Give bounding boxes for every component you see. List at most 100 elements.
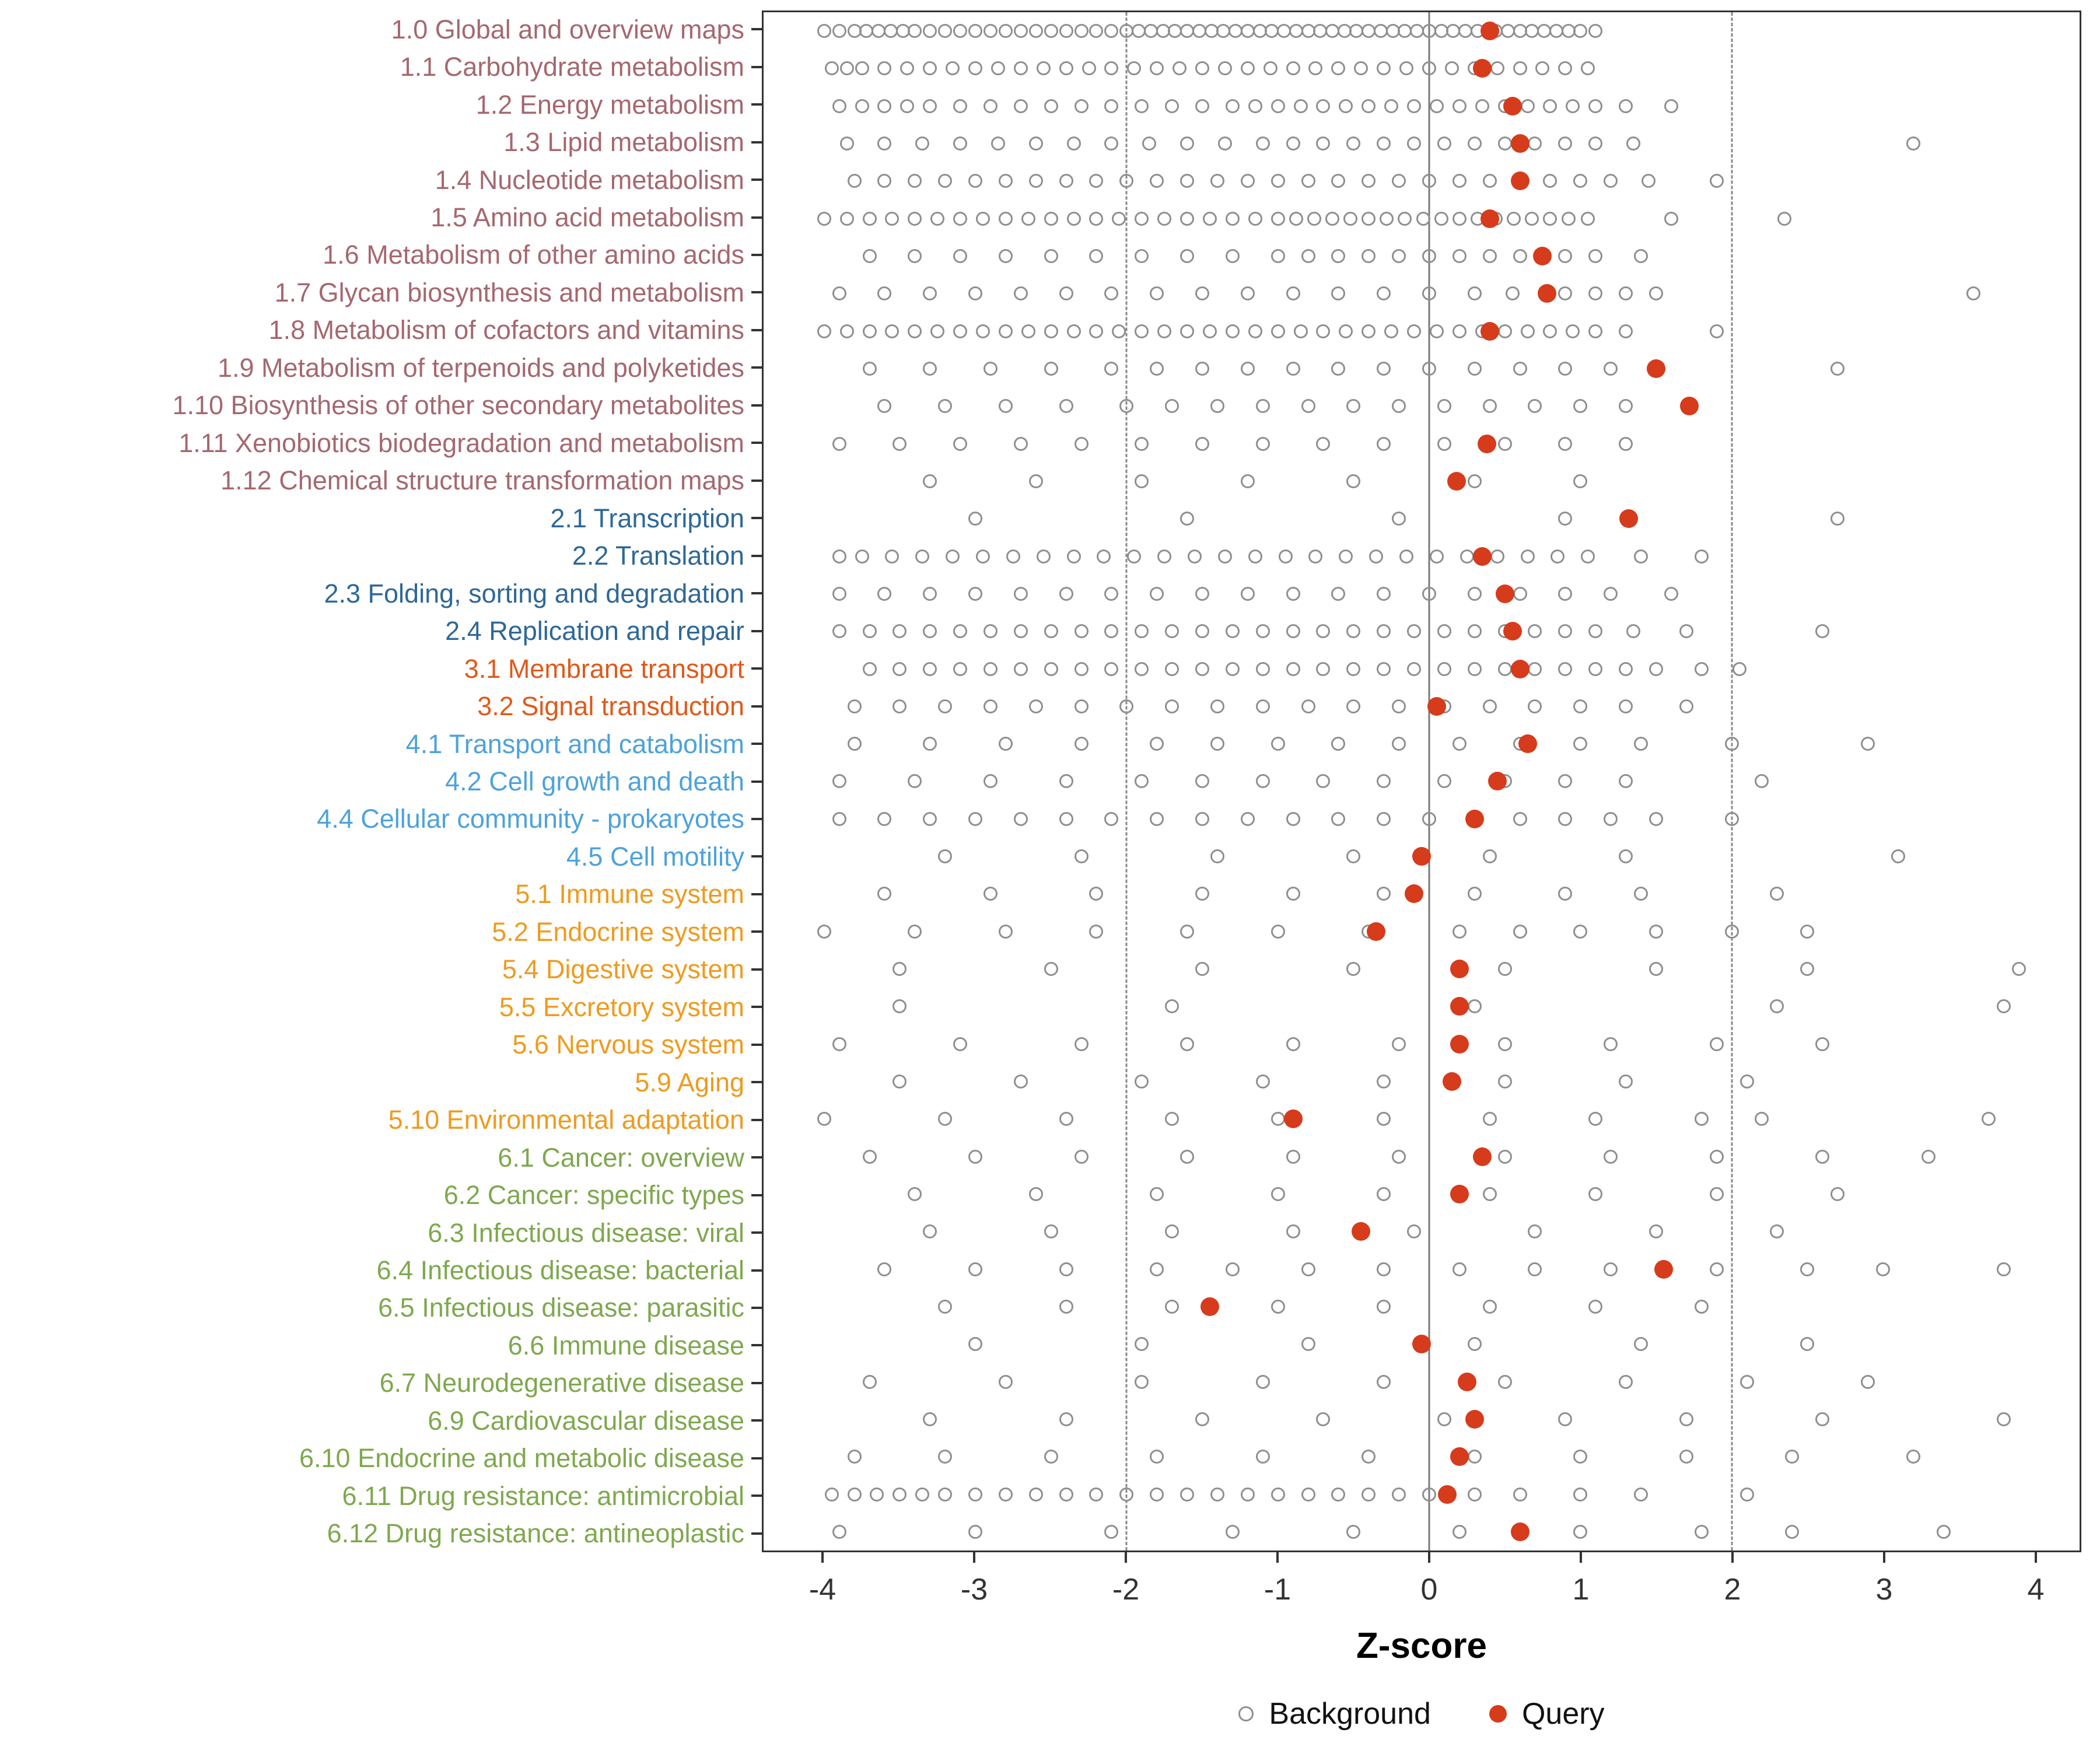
background-point [1059, 774, 1073, 789]
background-point [1482, 699, 1497, 713]
background-point [1377, 811, 1391, 826]
background-point [862, 1149, 877, 1164]
background-point [862, 362, 877, 376]
background-point [1059, 399, 1073, 414]
background-point [923, 99, 937, 113]
background-point [1875, 1262, 1890, 1276]
background-point [1437, 399, 1451, 414]
background-point [877, 286, 892, 301]
chart-row [764, 200, 2080, 237]
background-point [1997, 1262, 2011, 1276]
background-point [1619, 324, 1633, 338]
background-point [1210, 399, 1224, 414]
background-point [1740, 1074, 1754, 1089]
background-point [1316, 774, 1331, 789]
background-point [1331, 1487, 1346, 1502]
background-point [1709, 174, 1724, 188]
chart-row [764, 575, 2080, 612]
y-axis-label: 6.3 Infectious disease: viral [428, 1217, 744, 1248]
background-point [1709, 324, 1724, 338]
background-point [968, 1149, 983, 1164]
background-point [1074, 737, 1088, 751]
background-point [1270, 924, 1285, 939]
background-point [855, 99, 869, 113]
background-point [1346, 399, 1361, 414]
background-point [900, 99, 915, 113]
background-point [1135, 211, 1149, 226]
y-axis-tick-mark [751, 141, 762, 144]
background-point [1507, 211, 1521, 226]
query-point [1438, 1485, 1457, 1504]
x-axis-tick-label: 3 [1875, 1573, 1893, 1606]
background-point [1634, 249, 1648, 264]
background-point [885, 211, 900, 226]
background-point [1619, 1074, 1633, 1089]
background-point [1119, 399, 1134, 414]
query-point [1442, 1072, 1461, 1091]
background-point [1399, 61, 1414, 76]
background-point [1270, 324, 1285, 338]
background-point [1059, 811, 1073, 826]
y-axis-tick-mark [751, 254, 762, 256]
background-point [1044, 962, 1058, 977]
background-point [1255, 699, 1270, 713]
background-point [1528, 624, 1542, 639]
background-point [1528, 1224, 1542, 1239]
y-axis-tick-mark [751, 178, 762, 181]
background-point [1346, 962, 1361, 977]
background-point [1346, 699, 1361, 713]
background-point [1150, 1262, 1164, 1276]
chart-row [764, 425, 2080, 462]
y-axis-tick-mark [751, 1381, 762, 1384]
background-point [1217, 549, 1232, 564]
background-point [1270, 1487, 1285, 1502]
x-axis-tick-label: -2 [1112, 1573, 1140, 1606]
background-point [877, 399, 892, 414]
background-point [1013, 811, 1028, 826]
background-point [1800, 1262, 1815, 1276]
background-point [1392, 249, 1406, 264]
background-point [1377, 662, 1391, 676]
background-point [1724, 737, 1739, 751]
background-point [1770, 999, 1784, 1014]
background-point [1437, 136, 1451, 151]
background-point [1059, 1412, 1073, 1426]
background-point [1422, 61, 1436, 76]
background-point [1444, 61, 1459, 76]
background-point [1331, 174, 1346, 188]
background-point [900, 61, 915, 76]
y-axis-tick-mark [751, 1344, 762, 1347]
background-point [1028, 1186, 1043, 1201]
background-point [1021, 324, 1035, 338]
background-point [923, 362, 937, 376]
background-point [1331, 61, 1346, 76]
background-point [1135, 249, 1149, 264]
y-axis-label: 5.5 Excretory system [499, 992, 744, 1022]
background-point [1074, 699, 1088, 713]
background-point [862, 1374, 877, 1389]
background-point [1028, 174, 1043, 188]
background-point [983, 24, 998, 38]
background-point [1755, 774, 1769, 789]
y-axis-tick-mark [751, 1494, 762, 1497]
background-point [1831, 512, 1845, 526]
chart-row [764, 1250, 2080, 1287]
background-point [1664, 99, 1678, 113]
background-point [1066, 136, 1081, 151]
background-point [1452, 924, 1466, 939]
background-point [1398, 211, 1412, 226]
y-axis-label: 6.10 Endocrine and metabolic disease [299, 1443, 744, 1474]
query-point [1510, 134, 1530, 153]
background-point [930, 324, 945, 338]
query-point [1488, 772, 1507, 791]
background-point [1059, 586, 1073, 601]
background-point [1180, 1487, 1195, 1502]
background-point [1679, 624, 1693, 639]
query-point [1405, 884, 1424, 904]
y-axis-label: 4.5 Cell motility [566, 841, 744, 872]
background-point [1513, 249, 1527, 264]
background-point [1588, 136, 1603, 151]
background-point [1664, 211, 1678, 226]
y-axis-label: 1.4 Nucleotide metabolism [435, 164, 744, 195]
